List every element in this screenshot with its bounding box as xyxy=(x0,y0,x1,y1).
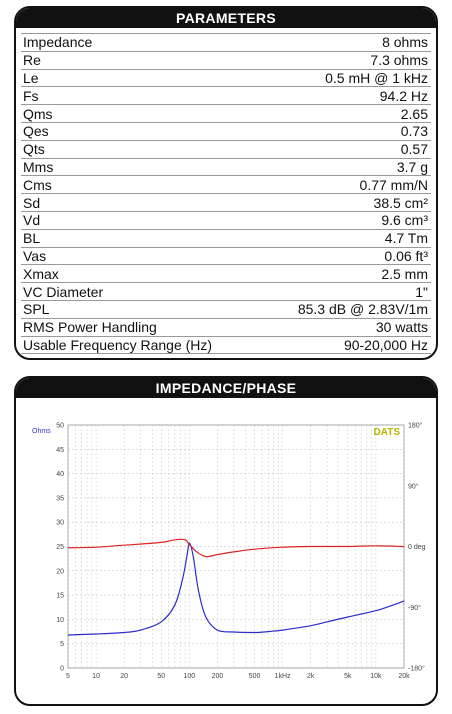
parameter-value: 85.3 dB @ 2.83V/1m xyxy=(297,301,428,318)
parameter-value: 0.73 xyxy=(400,123,428,140)
parameter-row: Qes 0.73 xyxy=(21,122,431,141)
parameter-label: Mms xyxy=(23,158,54,175)
phase-tick-label: -90° xyxy=(408,604,421,612)
parameter-label: Re xyxy=(23,52,41,69)
parameter-label: Qts xyxy=(23,141,45,158)
phase-tick-label: 0 deg xyxy=(408,544,426,551)
x-tick-label: 5 xyxy=(66,673,70,680)
parameter-value: 2.5 mm xyxy=(381,265,428,282)
x-tick-label: 500 xyxy=(249,673,261,680)
parameter-row: Fs 94.2 Hz xyxy=(21,87,431,105)
y-tick-label: 20 xyxy=(56,568,64,575)
parameter-row: Impedance 8 ohms xyxy=(21,33,431,52)
y-tick-label: 40 xyxy=(56,471,64,478)
phase-tick-label: 90° xyxy=(408,482,419,490)
parameter-value: 0.06 ft³ xyxy=(384,247,428,264)
x-tick-label: 10 xyxy=(92,673,100,680)
parameter-value: 30 watts xyxy=(375,319,428,336)
parameter-value: 38.5 cm² xyxy=(373,194,428,211)
x-tick-label: 2k xyxy=(307,673,315,680)
impedance-phase-panel: IMPEDANCE/PHASE 0 5 10 15 20 25 30 35 40 45 50 5 10 2… xyxy=(14,376,438,706)
parameters-panel: PARAMETERS Impedance 8 ohms Re 7.3 ohms Le 0.… xyxy=(14,6,438,360)
impedance-series-line xyxy=(67,542,405,636)
parameter-label: Cms xyxy=(23,176,52,193)
parameter-row: Le 0.5 mH @ 1 kHz xyxy=(21,69,431,87)
y-tick-label: 30 xyxy=(56,520,64,527)
x-tick-label: 50 xyxy=(157,673,165,680)
dats-brand-label: DATS xyxy=(374,427,401,438)
parameter-label: Qms xyxy=(23,105,53,122)
y-tick-label: 35 xyxy=(56,495,64,502)
parameter-row: BL 4.7 Tm xyxy=(21,229,431,248)
y-tick-label: 50 xyxy=(56,423,64,430)
parameter-label: SPL xyxy=(23,301,50,318)
parameter-value: 0.77 mm/N xyxy=(359,176,428,193)
x-tick-label: 20 xyxy=(120,673,128,680)
parameter-value: 3.7 g xyxy=(396,158,428,175)
parameter-row: RMS Power Handling 30 watts xyxy=(21,318,431,337)
phase-tick-label: 180° xyxy=(408,422,423,430)
y-tick-label: 5 xyxy=(60,641,64,648)
parameter-value: 90-20,000 Hz xyxy=(343,336,428,353)
parameter-row: Mms 3.7 g xyxy=(21,158,431,176)
y-tick-label: 45 xyxy=(56,447,64,454)
parameter-row: VC Diameter 1" xyxy=(21,283,431,301)
x-tick-label: 20k xyxy=(398,673,410,680)
parameter-value: 94.2 Hz xyxy=(379,87,428,104)
parameter-value: 9.6 cm³ xyxy=(381,212,428,229)
parameter-row: Cms 0.77 mm/N xyxy=(21,176,431,194)
parameter-row: Usable Frequency Range (Hz) 90-20,000 Hz xyxy=(21,336,431,354)
parameter-label: Xmax xyxy=(23,265,59,282)
parameter-label: Impedance xyxy=(23,34,93,51)
x-tick-label: 10k xyxy=(370,673,382,680)
x-tick-label: 200 xyxy=(212,673,224,680)
parameter-label: Usable Frequency Range (Hz) xyxy=(23,336,213,353)
y-tick-label: 25 xyxy=(56,544,64,551)
parameter-row: SPL 85.3 dB @ 2.83V/1m xyxy=(21,300,431,319)
parameter-label: Vas xyxy=(23,247,47,264)
parameters-title: PARAMETERS xyxy=(16,8,436,28)
parameter-label: BL xyxy=(23,230,41,247)
chart-title: IMPEDANCE/PHASE xyxy=(16,378,436,398)
parameter-value: 8 ohms xyxy=(382,34,428,51)
y-tick-label: 10 xyxy=(56,617,64,624)
parameter-row: Qms 2.65 xyxy=(21,105,431,123)
y-tick-label: 15 xyxy=(56,593,64,600)
phase-tick-label: -180° xyxy=(408,665,425,673)
x-tick-label: 5k xyxy=(344,673,352,680)
parameter-value: 4.7 Tm xyxy=(384,230,428,247)
parameter-label: RMS Power Handling xyxy=(23,319,157,336)
parameter-row: Sd 38.5 cm² xyxy=(21,194,431,212)
parameter-row: Qts 0.57 xyxy=(21,140,431,159)
parameter-label: Le xyxy=(23,69,39,86)
parameter-label: Qes xyxy=(23,123,49,140)
phase-series-line xyxy=(67,538,405,558)
parameter-label: VC Diameter xyxy=(23,283,104,300)
parameters-table: Impedance 8 ohms Re 7.3 ohms Le 0.5 mH @ 1 kH… xyxy=(21,33,431,354)
parameter-value: 7.3 ohms xyxy=(370,52,428,69)
parameter-row: Vd 9.6 cm³ xyxy=(21,211,431,230)
parameter-row: Xmax 2.5 mm xyxy=(21,265,431,283)
parameter-value: 1" xyxy=(415,283,428,300)
parameter-value: 0.5 mH @ 1 kHz xyxy=(325,69,428,86)
parameter-value: 0.57 xyxy=(400,141,428,158)
y-tick-label: 0 xyxy=(60,666,64,673)
y-axis-unit-label: Ohms xyxy=(32,428,51,435)
parameter-label: Vd xyxy=(23,212,41,229)
parameter-label: Sd xyxy=(23,194,41,211)
x-tick-label: 1kHz xyxy=(275,673,291,680)
parameter-value: 2.65 xyxy=(400,105,428,122)
parameter-row: Vas 0.06 ft³ xyxy=(21,247,431,265)
parameter-label: Fs xyxy=(23,87,39,104)
x-tick-label: 100 xyxy=(184,673,196,680)
parameter-row: Re 7.3 ohms xyxy=(21,51,431,70)
